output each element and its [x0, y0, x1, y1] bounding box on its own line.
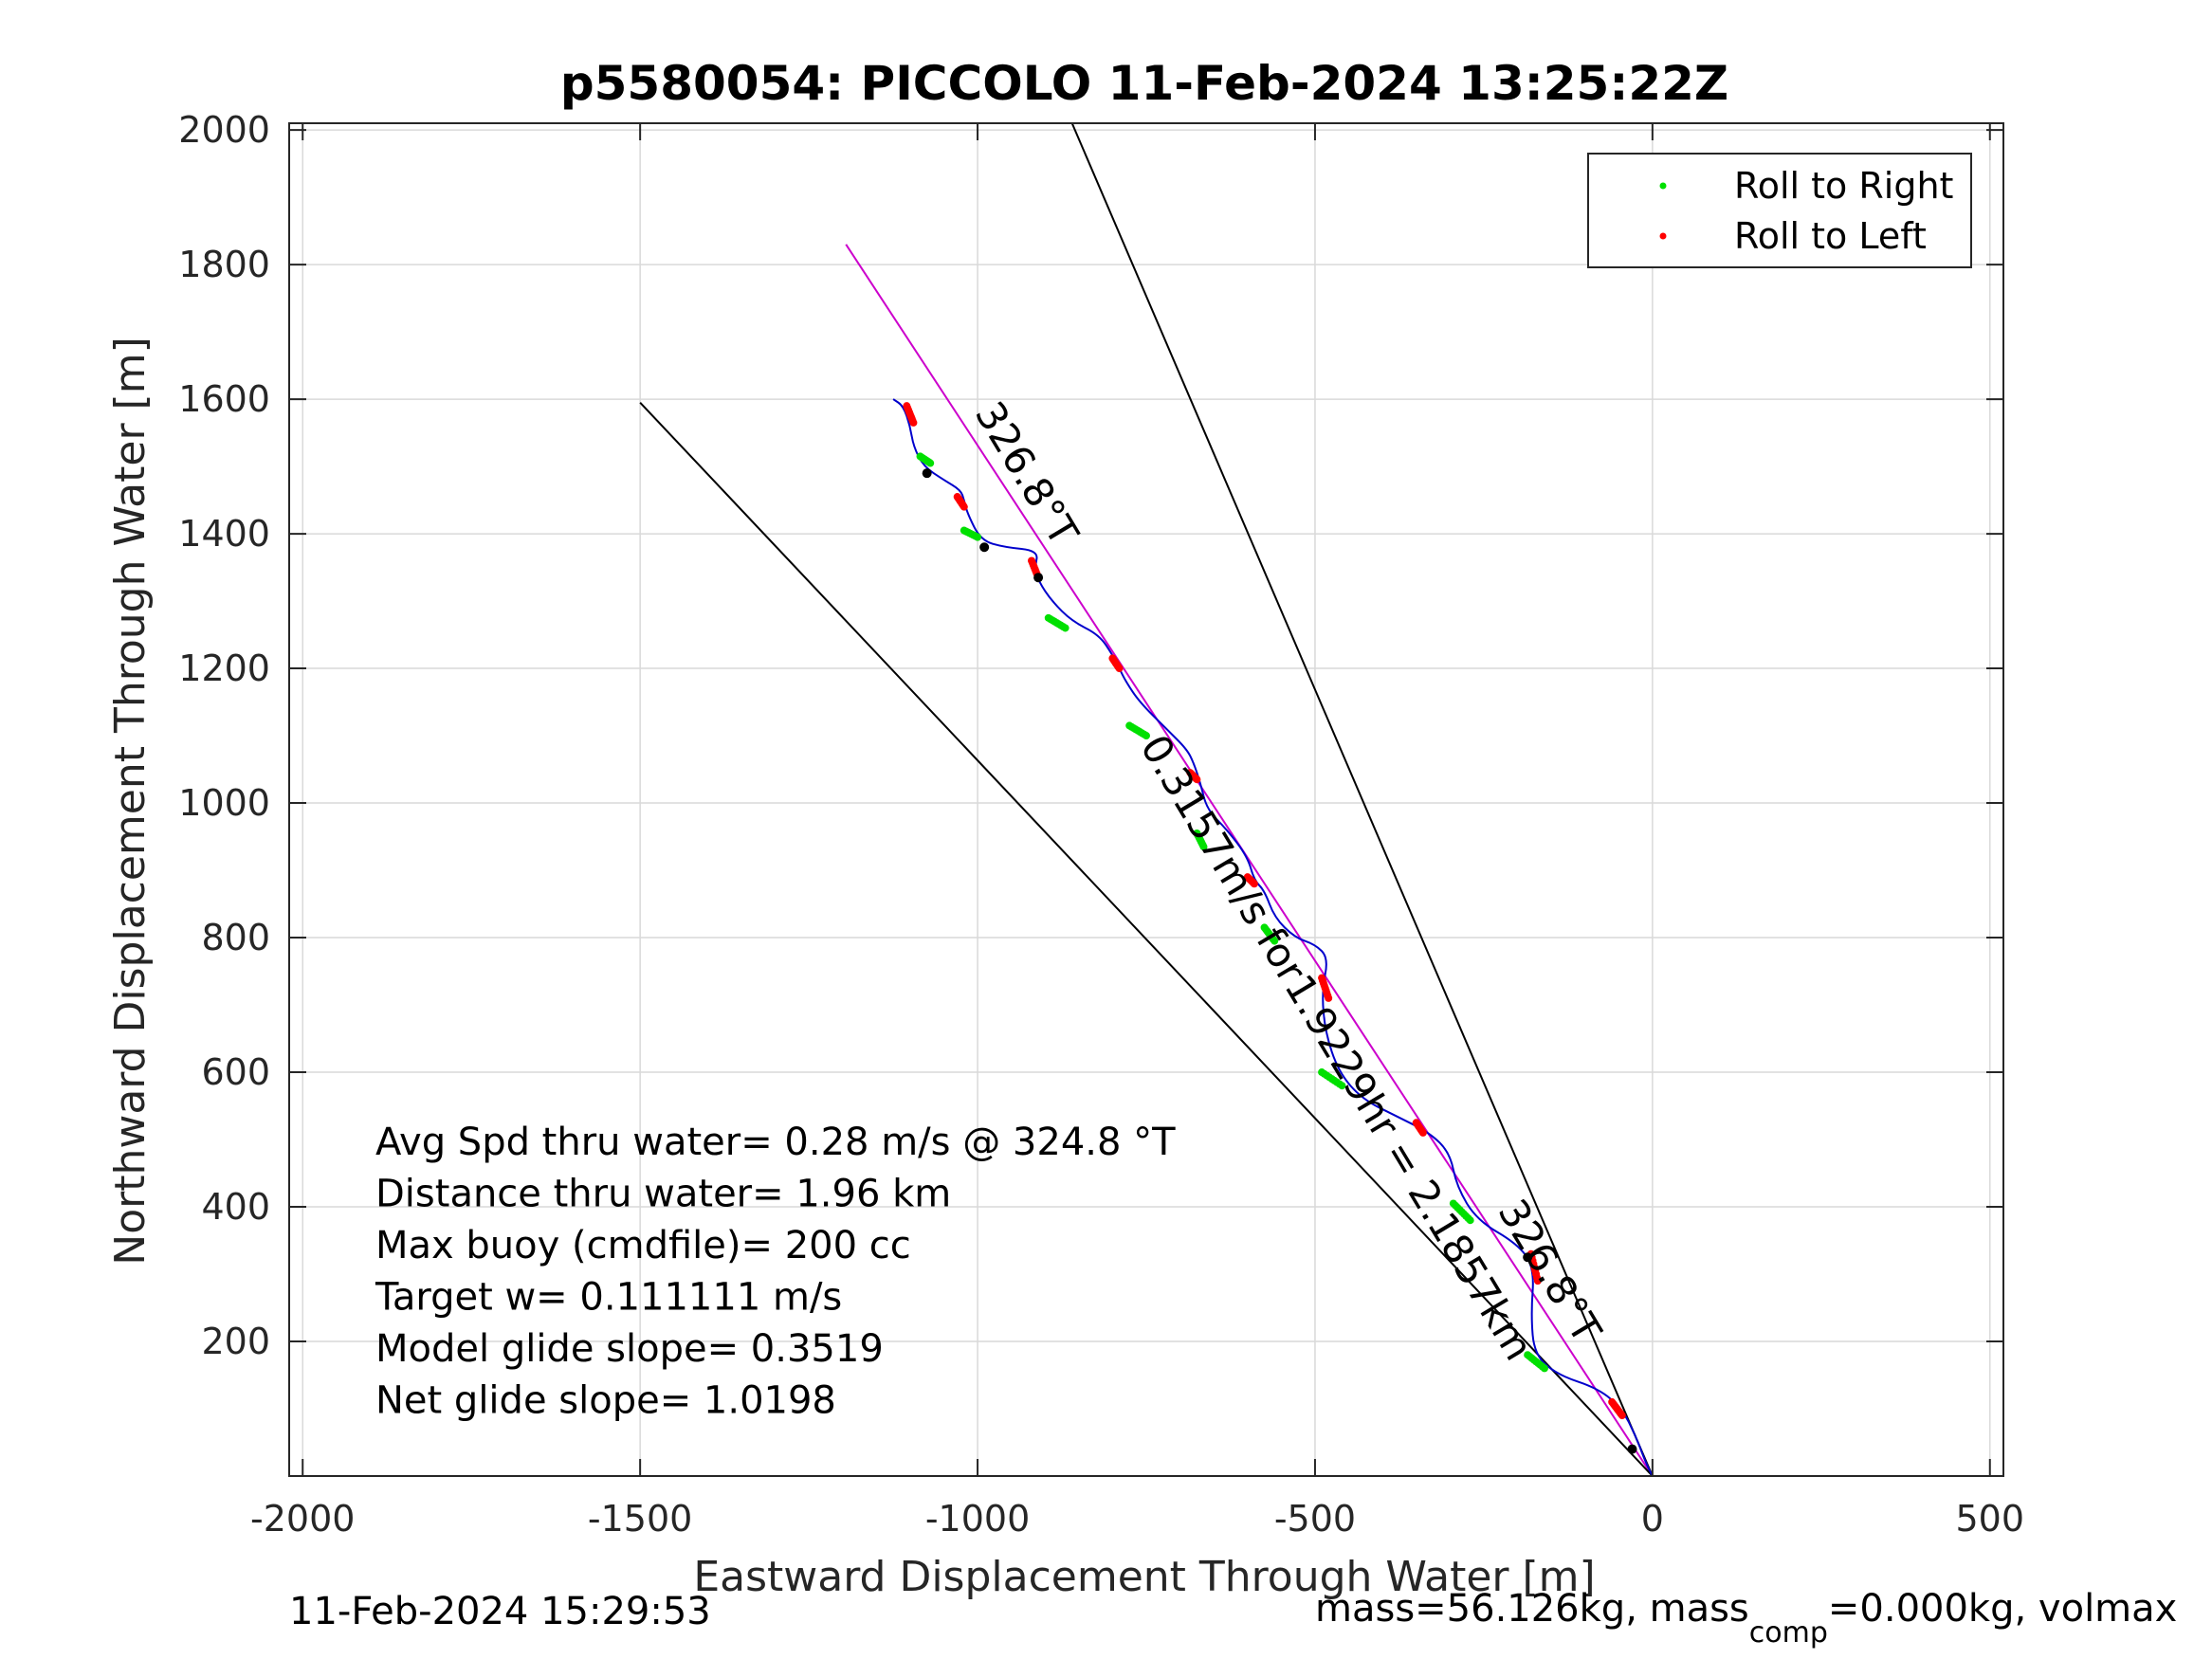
y-tick-label: 1200 — [178, 647, 270, 689]
x-axis-title: Eastward Displacement Through Water [m] — [693, 1553, 1595, 1601]
y-tick-label: 200 — [201, 1321, 270, 1362]
x-tick-label: -1500 — [588, 1498, 692, 1540]
waypoint-dot — [1033, 573, 1044, 583]
x-tick-label: -2000 — [250, 1498, 355, 1540]
y-tick-label: 600 — [201, 1051, 270, 1093]
waypoint-dot — [1523, 1252, 1533, 1263]
legend-label-roll-left: Roll to Left — [1734, 215, 1927, 257]
lower-bound-line — [639, 401, 1654, 1477]
axis-ticks: -2000 -1500 -1000 -500 0 500 200 400 600 800 1000 1… — [178, 109, 2024, 1540]
legend-marker-roll-right — [1659, 182, 1667, 190]
roll-right-point — [960, 526, 968, 535]
waypoint-dot — [922, 468, 932, 479]
roll-left-point — [1108, 654, 1117, 663]
roll-left-point — [903, 402, 911, 410]
waypoint-dot — [1627, 1444, 1637, 1454]
legend-marker-roll-left — [1659, 232, 1667, 240]
y-tick-label: 1000 — [178, 782, 270, 824]
y-tick-label: 1600 — [178, 378, 270, 420]
roll-left-point — [1243, 873, 1252, 882]
grid — [289, 123, 2003, 1476]
upper-bound-line — [1070, 122, 1654, 1477]
mass-prefix: mass=56.126kg, mass — [1315, 1587, 1749, 1631]
x-tick-label: 0 — [1641, 1498, 1664, 1540]
legend-box — [1587, 153, 1972, 268]
roll-right-point — [916, 452, 924, 461]
y-axis-title: Northward Displacement Through Water [m] — [106, 337, 155, 1265]
roll-right-point — [1318, 1068, 1326, 1077]
stat-line: Target w= 0.111111 m/s — [375, 1276, 842, 1320]
roll-markers — [903, 402, 1637, 1454]
mass-subscript: comp — [1749, 1616, 1828, 1650]
y-tick-label: 1400 — [178, 513, 270, 555]
roll-right-point — [1260, 923, 1269, 932]
roll-right-point — [1449, 1199, 1457, 1208]
stat-line: Net glide slope= 1.0198 — [375, 1379, 836, 1423]
roll-left-point — [1412, 1119, 1420, 1127]
stat-line: Avg Spd thru water= 0.28 m/s @ 324.8 °T — [375, 1121, 1176, 1164]
plot-area — [289, 123, 2003, 1476]
legend: Roll to Right Roll to Left — [1587, 153, 1972, 268]
roll-left-point — [953, 493, 961, 501]
y-tick-label: 400 — [201, 1186, 270, 1228]
roll-left-point — [1608, 1397, 1617, 1406]
roll-left-point — [1027, 556, 1035, 565]
roll-right-point — [1193, 829, 1201, 837]
roll-left-point — [1318, 974, 1326, 982]
roll-right-point — [1125, 721, 1134, 730]
roll-left-point — [1186, 769, 1195, 777]
y-tick-label: 1800 — [178, 244, 270, 285]
stat-line: Distance thru water= 1.96 km — [375, 1173, 951, 1216]
x-tick-label: -1000 — [925, 1498, 1030, 1540]
footer-timestamp: 11-Feb-2024 15:29:53 — [289, 1590, 711, 1633]
roll-right-point — [1524, 1351, 1532, 1359]
y-tick-label: 2000 — [178, 109, 270, 151]
chart-title: p5580054: PICCOLO 11-Feb-2024 13:25:22Z — [560, 56, 1728, 111]
waypoint-dot — [979, 542, 990, 553]
stat-line: Max buoy (cmdfile)= 200 cc — [375, 1224, 911, 1267]
mass-suffix: =0.000kg, volmax — [1828, 1587, 2177, 1631]
plot-frame — [288, 122, 2004, 1477]
y-tick-label: 800 — [201, 917, 270, 958]
reference-lines — [639, 122, 1654, 1477]
legend-label-roll-right: Roll to Right — [1734, 165, 1953, 207]
stat-line: Model glide slope= 0.3519 — [375, 1327, 884, 1371]
x-tick-label: -500 — [1274, 1498, 1356, 1540]
stats-block: Avg Spd thru water= 0.28 m/s @ 324.8 °T D… — [375, 1121, 1176, 1423]
footer-mass-info: mass=56.126kg, masscomp=0.000kg, volmax — [1315, 1587, 2177, 1650]
roll-right-point — [1044, 613, 1052, 622]
course-line — [845, 244, 1654, 1477]
x-tick-label: 500 — [1955, 1498, 2024, 1540]
